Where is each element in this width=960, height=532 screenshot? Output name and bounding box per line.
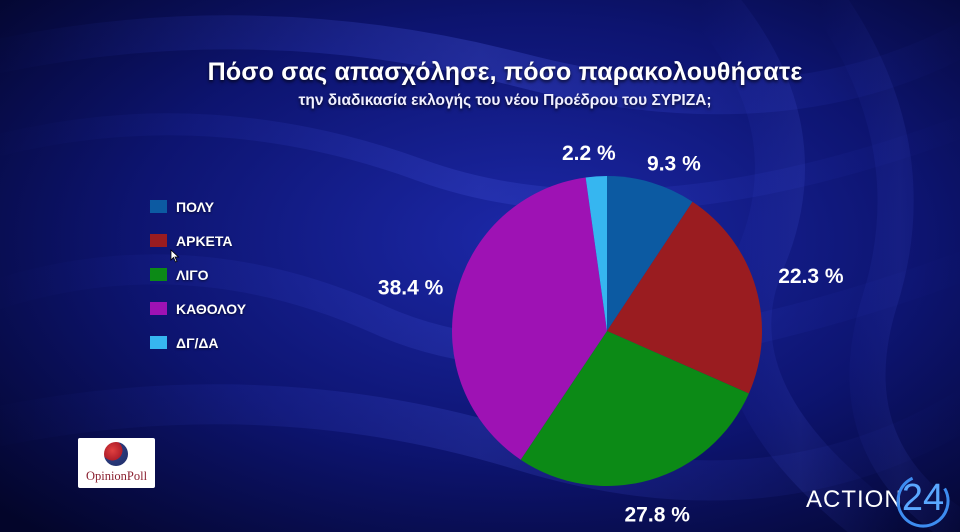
legend-item: ΚΑΘΟΛΟΥ: [150, 300, 246, 317]
pie-slice: [607, 201, 762, 394]
legend-swatch: [150, 268, 167, 281]
legend-label: ΛΙΓΟ: [176, 266, 209, 283]
legend-item: ΔΓ/ΔΑ: [150, 334, 246, 351]
legend-item: ΑΡΚΕΤΑ: [150, 232, 246, 249]
opinionpoll-logo: OpinionPoll: [78, 438, 155, 488]
chart-legend: ΠΟΛΥ ΑΡΚΕΤΑ ΛΙΓΟ ΚΑΘΟΛΟΥ ΔΓ/ΔΑ: [150, 198, 246, 368]
opinionpoll-wordmark: OpinionPoll: [85, 469, 148, 483]
chart-title: Πόσο σας απασχόλησε, πόσο παρακολουθήσατ…: [207, 58, 803, 86]
data-label: 38.4 %: [378, 277, 444, 300]
legend-item: ΠΟΛΥ: [150, 198, 246, 215]
legend-swatch: [150, 336, 167, 349]
data-label: 22.3 %: [778, 265, 844, 288]
opinionpoll-mark-icon: [104, 442, 128, 466]
pie-slice: [607, 176, 693, 331]
legend-swatch: [150, 302, 167, 315]
action24-word: ACTION: [806, 486, 903, 513]
legend-label: ΑΡΚΕΤΑ: [176, 232, 233, 249]
legend-label: ΔΓ/ΔΑ: [176, 334, 219, 351]
data-label: 9.3 %: [647, 152, 701, 175]
pie-slice: [520, 331, 749, 486]
pie-slice: [585, 176, 607, 331]
mouse-cursor-icon: [170, 249, 180, 263]
legend-item: ΛΙΓΟ: [150, 266, 246, 283]
chart-subtitle: την διαδικασία εκλογής του νέου Προέδρου…: [298, 92, 712, 109]
action24-ring-icon: [896, 474, 950, 528]
legend-label: ΠΟΛΥ: [176, 198, 215, 215]
legend-swatch: [150, 200, 167, 213]
action24-number: 24: [901, 477, 945, 519]
legend-label: ΚΑΘΟΛΟΥ: [176, 300, 247, 317]
pie-slice: [452, 177, 607, 460]
data-label: 2.2 %: [562, 142, 616, 165]
legend-swatch: [150, 234, 167, 247]
data-label: 27.8 %: [625, 503, 691, 526]
